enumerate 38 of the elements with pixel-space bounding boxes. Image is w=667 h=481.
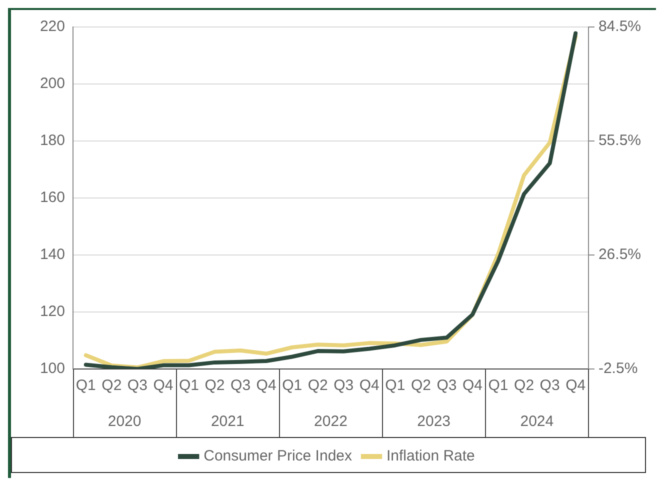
x-tick-label: Q2 [102,377,122,394]
x-tick-label: Q1 [488,377,508,394]
x-tick-label: Q2 [514,377,534,394]
text: 2021 [210,413,244,430]
x-tick-label: Q1 [178,377,199,394]
y-tick-label: 200 [40,75,65,92]
y2-tick-label: 26.5% [598,246,642,264]
x-tick-label: Q2 [204,377,225,394]
x-tick-label: Q3 [540,377,560,394]
y2-tick-label: 84.5% [598,18,642,36]
text: 2023 [417,413,451,430]
y-tick-label: 160 [40,189,65,206]
x-tick-label: Q3 [127,377,148,394]
x-tick-label: Q3 [230,377,251,394]
y-tick-label: 100 [40,360,65,378]
legend-label: Inflation Rate [386,448,475,465]
text: 2020 [108,413,142,430]
x-tick-label: Q4 [462,377,482,394]
x-tick-label: Q4 [153,377,174,394]
y-tick-label: 180 [40,132,65,150]
x-tick-label: Q2 [308,377,328,394]
x-tick-label: Q1 [282,377,302,394]
y-tick-label: 120 [40,303,65,320]
x-tick-label: Q1 [385,377,406,394]
text: 2022 [314,413,348,430]
x-tick-label: Q4 [359,377,380,394]
y2-tick-label: 55.5% [598,132,642,150]
text: 2024 [520,413,554,430]
y2-tick-label: -2.5% [598,360,638,378]
x-tick-label: Q4 [256,377,276,394]
x-tick-label: Q4 [566,377,586,394]
y-tick-label: 220 [40,18,65,36]
x-tick-label: Q3 [334,377,354,394]
legend-label: Consumer Price Index [204,448,353,465]
y-tick-label: 140 [40,246,65,264]
x-tick-label: Q1 [76,377,96,394]
x-tick-label: Q2 [410,377,431,394]
x-tick-label: Q3 [436,377,457,394]
